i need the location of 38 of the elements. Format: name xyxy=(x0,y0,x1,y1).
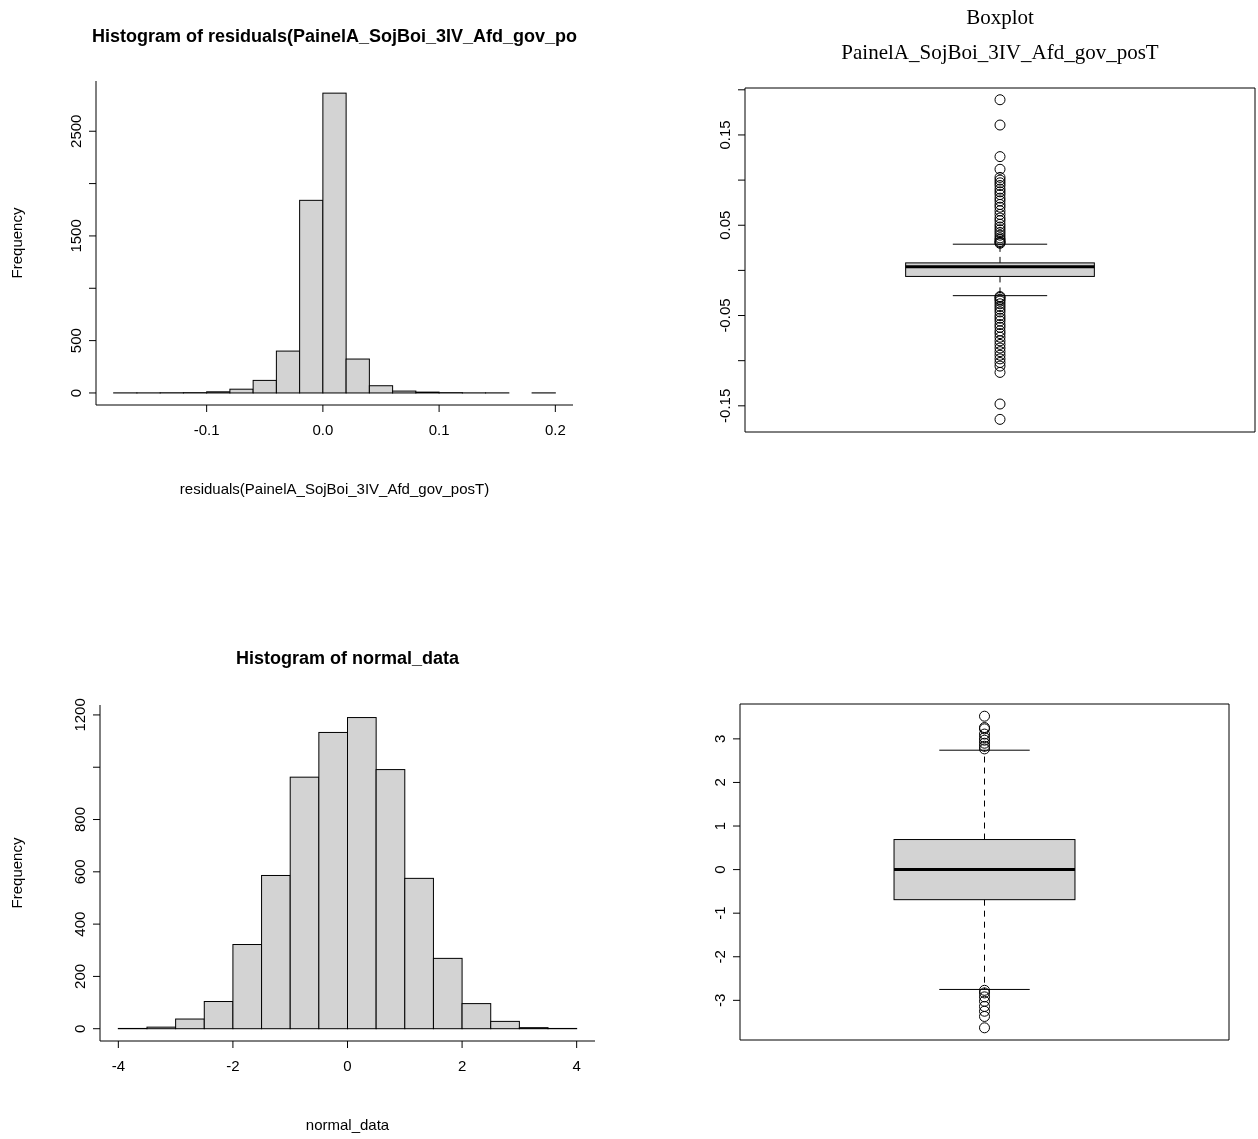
x-tick-label: 2 xyxy=(457,1057,467,1074)
x-tick-label: 0.0 xyxy=(312,421,334,438)
y-tick-label: -3 xyxy=(711,993,728,1008)
y-tick-label: 1500 xyxy=(67,219,84,253)
y-axis-title: Frequency xyxy=(8,837,25,909)
y-axis-title: Frequency xyxy=(8,207,25,279)
y-tick-label: 600 xyxy=(71,859,88,885)
chart-title: Histogram of normal_data xyxy=(235,648,461,668)
x-tick-label: 4 xyxy=(572,1057,581,1074)
y-tick-label: -0.05 xyxy=(716,298,733,333)
y-tick-label: 800 xyxy=(71,807,88,833)
y-tick-label: 0.15 xyxy=(716,120,733,150)
y-tick-label: 500 xyxy=(67,328,84,354)
x-axis-title: residuals(PainelA_SojBoi_3IV_Afd_gov_posT) xyxy=(179,480,490,497)
x-tick-label: 0.2 xyxy=(544,421,566,438)
chart-subtitle: PainelA_SojBoi_3IV_Afd_gov_posT xyxy=(841,40,1159,64)
x-tick-label: -2 xyxy=(226,1057,240,1074)
y-tick-label: -1 xyxy=(711,906,728,920)
chart-title: Boxplot xyxy=(966,5,1034,29)
y-tick-label: 2 xyxy=(711,778,728,787)
x-tick-label: 0 xyxy=(343,1057,352,1074)
y-tick-label: 0 xyxy=(711,865,728,874)
y-tick-label: 3 xyxy=(711,734,728,744)
chart-title: Histogram of residuals(PainelA_SojBoi_3IV_Afd_gov_po xyxy=(91,26,578,46)
x-axis-title: normal_data xyxy=(305,1116,390,1133)
y-tick-label: 2500 xyxy=(67,114,84,148)
x-tick-label: -4 xyxy=(111,1057,126,1074)
x-tick-label: 0.1 xyxy=(428,421,450,438)
y-tick-label: 1 xyxy=(711,821,728,831)
y-tick-label: -2 xyxy=(711,950,728,964)
y-tick-label: 200 xyxy=(71,963,88,989)
y-tick-label: 400 xyxy=(71,911,88,937)
x-tick-label: -0.1 xyxy=(193,421,220,438)
y-tick-label: 0 xyxy=(71,1024,88,1033)
y-tick-label: 0.05 xyxy=(716,210,733,240)
y-tick-label: 0 xyxy=(67,388,84,398)
y-tick-label: 1200 xyxy=(71,698,88,732)
y-tick-label: -0.15 xyxy=(716,388,733,423)
